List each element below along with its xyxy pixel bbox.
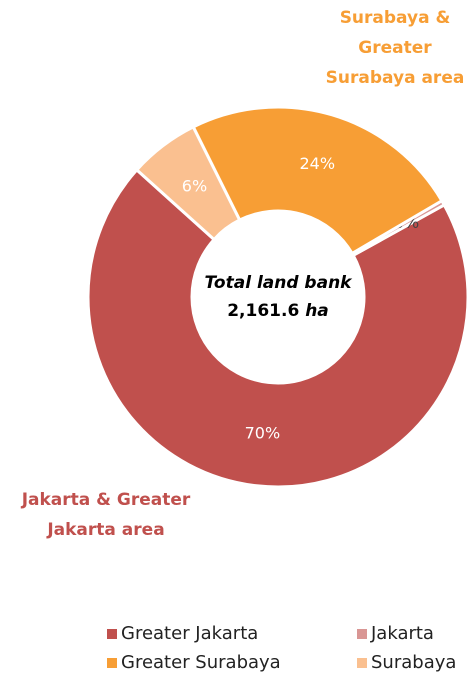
annotation-line: Jakarta area	[46, 520, 164, 540]
value-label: 70%	[245, 424, 281, 443]
center-title: Total land bank	[205, 273, 354, 293]
amount: 2,161.6	[227, 301, 299, 321]
legend: Greater Jakarta Jakarta Greater Surabaya Su…	[107, 623, 456, 673]
slice	[86, 167, 468, 489]
legend-label: Surabaya	[371, 652, 456, 673]
legend-swatch	[357, 629, 367, 639]
legend-swatch	[357, 658, 367, 668]
legend-label: Greater Jakarta	[121, 623, 258, 644]
annotation-jakarta: Jakarta & Greater Jakarta area	[21, 490, 191, 540]
annotation-surabaya: Surabaya & Greater Surabaya area	[326, 8, 465, 88]
value-label: 6%	[182, 177, 207, 196]
legend-label: Jakarta	[370, 623, 434, 644]
slices: 70%0%24%6%	[86, 105, 468, 489]
slice	[134, 124, 242, 242]
center-amount: 2,161.6 ha	[227, 301, 329, 321]
legend-swatch	[107, 629, 117, 639]
legend-swatch	[107, 658, 117, 668]
slice	[191, 105, 444, 256]
legend-label: Greater Surabaya	[121, 652, 281, 673]
value-label: 24%	[300, 154, 336, 173]
annotation-line: Jakarta & Greater	[21, 490, 191, 510]
annotation-line: Greater	[358, 38, 432, 58]
unit: ha	[305, 301, 329, 321]
annotation-line: Surabaya &	[340, 8, 451, 28]
annotation-line: Surabaya area	[326, 68, 465, 88]
